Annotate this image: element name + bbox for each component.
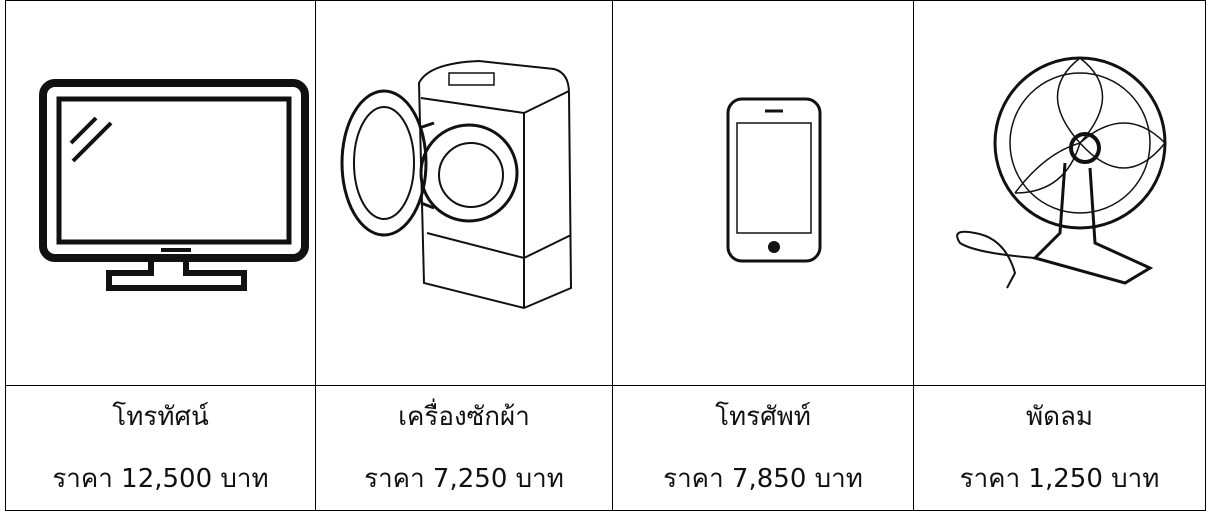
product-price: ราคา 12,500 บาท — [5, 446, 316, 511]
image-cell — [5, 0, 316, 386]
product-name: โทรศัพท์ — [612, 385, 914, 446]
product-price: ราคา 7,850 บาท — [612, 446, 914, 511]
fan-icon — [955, 56, 1166, 289]
image-row — [5, 0, 1206, 386]
image-cell — [315, 0, 613, 386]
phone-icon — [726, 97, 822, 263]
product-name: พัดลม — [913, 385, 1206, 446]
product-name: เครื่องซักผ้า — [315, 385, 613, 446]
name-row: โทรทัศน์ เครื่องซักผ้า โทรศัพท์ พัดลม — [5, 385, 1206, 446]
price-row: ราคา 12,500 บาท ราคา 7,250 บาท ราคา 7,85… — [5, 446, 1206, 511]
washer-icon — [340, 59, 573, 310]
product-table: โทรทัศน์ เครื่องซักผ้า โทรศัพท์ พัดลม รา… — [5, 0, 1206, 511]
image-cell — [612, 0, 914, 386]
image-cell — [913, 0, 1206, 386]
tv-icon — [38, 79, 309, 291]
product-price: ราคา 1,250 บาท — [913, 446, 1206, 511]
product-name: โทรทัศน์ — [5, 385, 316, 446]
product-price: ราคา 7,250 บาท — [315, 446, 613, 511]
